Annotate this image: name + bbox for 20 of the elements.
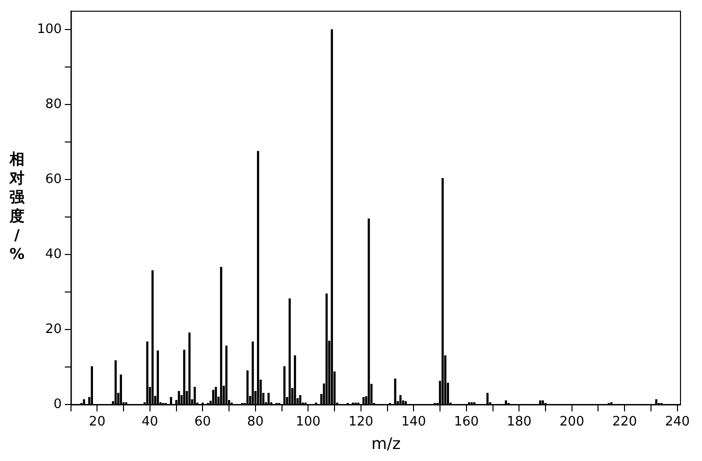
x-tick-label: 180 [506, 414, 532, 430]
y-tick-label: 80 [45, 96, 62, 112]
x-tick-label: 200 [559, 414, 584, 430]
y-tick-label: 0 [54, 396, 62, 412]
y-tick-label: 60 [45, 172, 62, 187]
x-tick-label: 60 [194, 414, 211, 430]
x-tick-label: 20 [88, 414, 106, 430]
y-tick-label: 40 [45, 246, 62, 262]
x-axis-title: m/z [370, 434, 402, 453]
y-tick-label: 20 [45, 322, 62, 337]
x-tick-label: 140 [401, 414, 426, 430]
x-tick-label: 120 [348, 414, 374, 430]
x-tick-label: 80 [247, 414, 264, 430]
y-axis-title: 相对强度/% [8, 150, 26, 264]
x-tick-label: 40 [142, 414, 158, 430]
x-tick-label: 240 [664, 414, 690, 430]
y-tick-label: 100 [36, 22, 62, 37]
x-tick-label: 160 [454, 414, 479, 430]
x-tick-label: 100 [296, 414, 321, 430]
x-tick-label: 220 [612, 414, 638, 430]
